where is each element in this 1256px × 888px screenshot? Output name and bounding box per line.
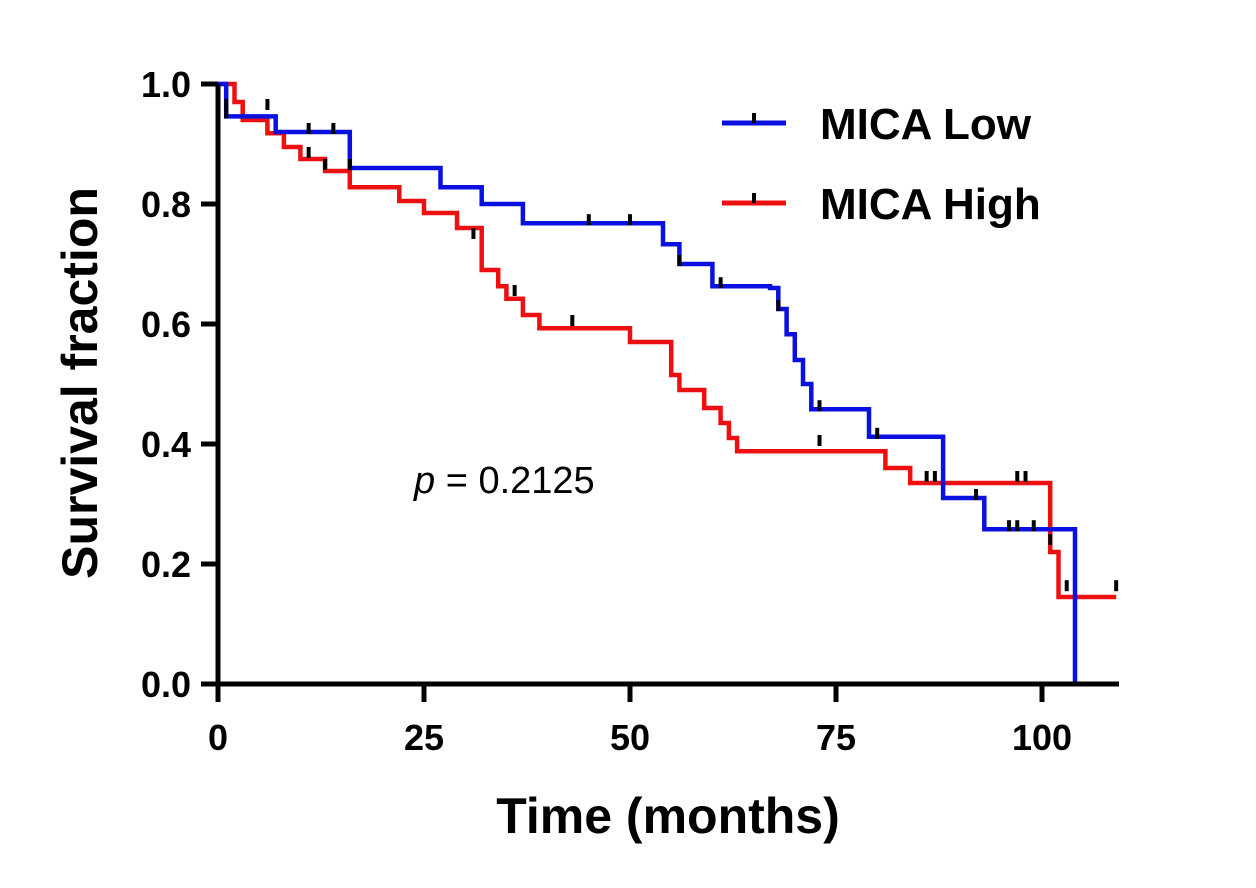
x-tick-label: 100 [1012,717,1072,758]
series-line-mica-low [218,81,1078,684]
y-tick-label: 0.2 [141,544,191,585]
x-tick-label: 75 [816,717,856,758]
p-value-text: = 0.2125 [435,460,595,502]
y-tick-label: 0.6 [141,304,191,345]
x-tick-label: 0 [208,717,228,758]
y-tick-label: 0.8 [141,184,191,225]
y-tick-label: 0.4 [141,424,191,465]
legend-label-mica-high: MICA High [820,180,1041,229]
y-ticks: 0.0 0.2 0.4 0.6 0.8 1.0 [141,64,218,705]
y-tick-label: 1.0 [141,64,191,105]
plot-lines [218,81,1117,684]
x-ticks: 0 25 50 75 100 [208,684,1072,758]
x-tick-label: 50 [610,717,650,758]
legend-label-mica-low: MICA Low [820,100,1032,149]
legend: MICA Low MICA High [722,100,1041,229]
y-axis-title: Survival fraction [52,187,108,579]
p-symbol: p [413,460,435,502]
y-tick-label: 0.0 [141,664,191,705]
censor-marks [224,99,1119,592]
p-value-annotation: p = 0.2125 [413,460,595,502]
series-line-mica-high [218,81,1117,600]
x-tick-label: 25 [404,717,444,758]
x-axis-title: Time (months) [496,788,840,844]
